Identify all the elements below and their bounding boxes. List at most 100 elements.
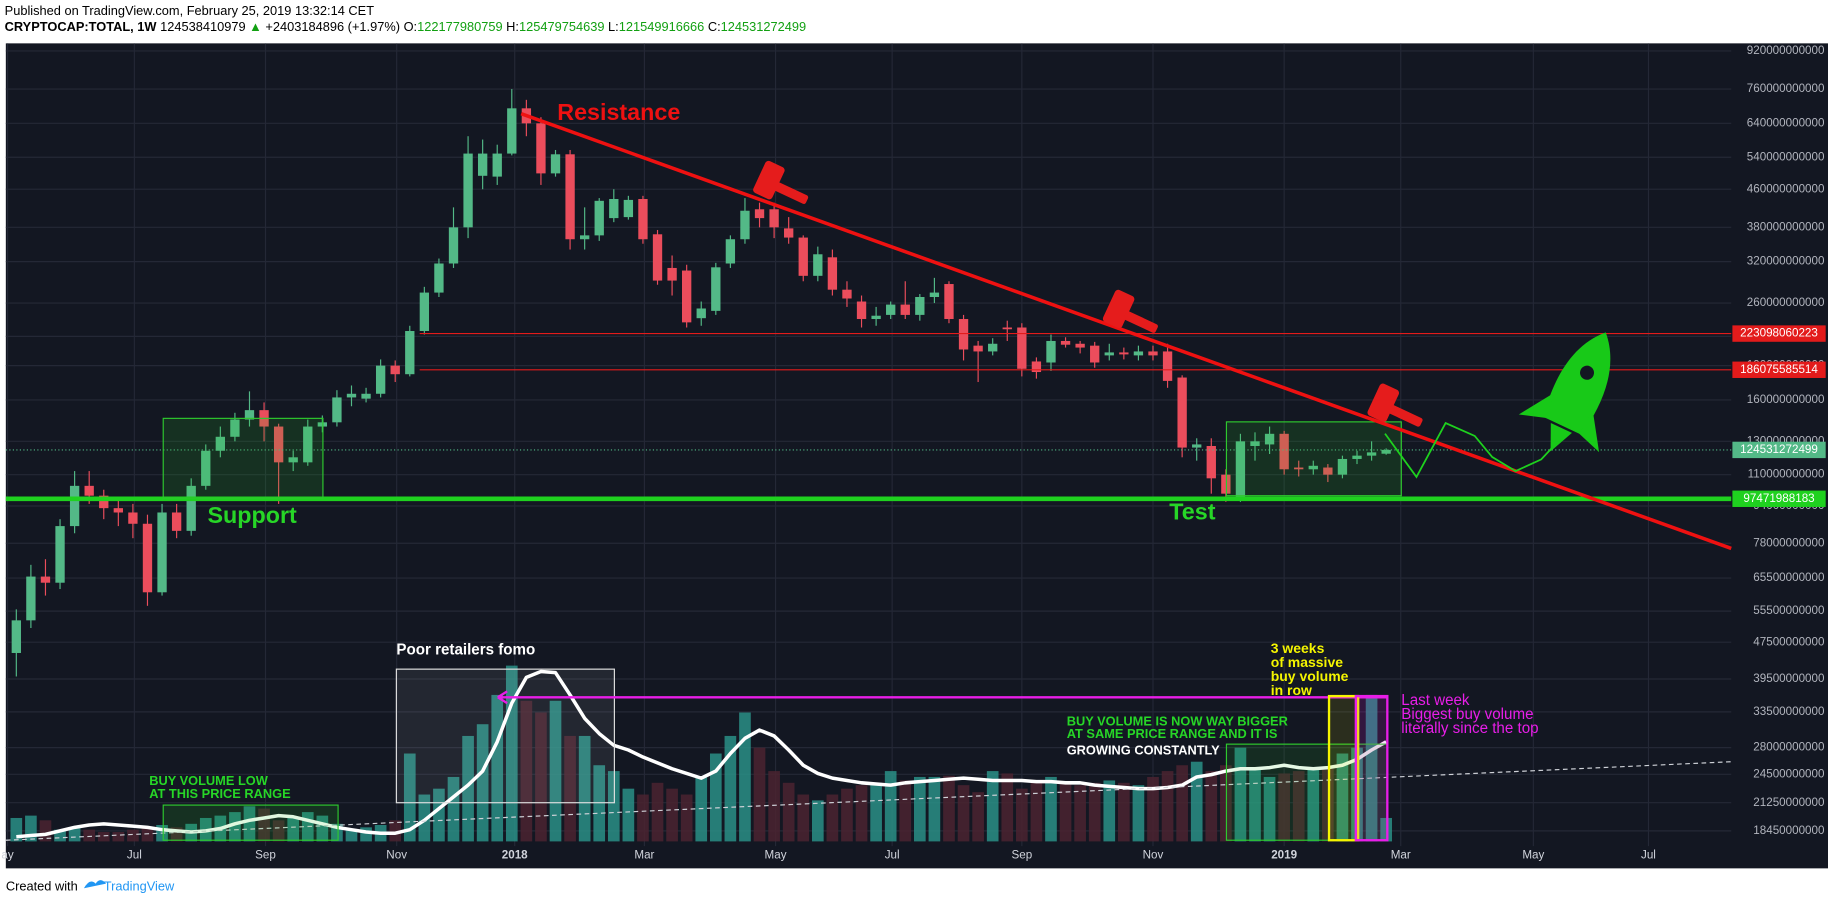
candle-body: [696, 308, 706, 319]
candle-body: [623, 199, 634, 218]
candle-body: [26, 576, 36, 621]
axis: 920000000000 760000000000 640000000000 5400…: [1, 44, 1826, 862]
volume-bar: [127, 829, 139, 842]
y-tick-label: 760000000000: [1747, 82, 1825, 95]
y-tick-label: 260000000000: [1747, 296, 1825, 309]
volume-bar: [1292, 771, 1305, 842]
candle-body: [99, 495, 109, 509]
x-tick-label: Mar: [1391, 849, 1411, 862]
o-label: O:: [404, 19, 418, 34]
annotation: Resistance: [557, 99, 680, 125]
candle-body: [1104, 352, 1114, 356]
volume-bar: [855, 785, 868, 842]
candle-body: [652, 234, 663, 281]
volume-bar: [986, 771, 999, 842]
change: +2403184896 (+1.97%): [265, 19, 400, 34]
volume-bar: [826, 794, 839, 842]
volume-bar: [797, 794, 810, 842]
y-tick-label: 160000000000: [1747, 393, 1825, 406]
annotation: Biggest buy volume: [1401, 706, 1533, 723]
o-value: 122177980759: [417, 19, 502, 34]
price-label-bg: [1732, 490, 1826, 507]
volume-bar: [768, 771, 780, 842]
y-tick-label: 24500000000: [1753, 767, 1825, 780]
footer-brand: TradingView: [104, 878, 175, 893]
volume-bar: [1336, 753, 1349, 842]
fomo-box: [395, 668, 615, 804]
candle-body: [1177, 377, 1187, 448]
candle-body: [142, 523, 153, 593]
x-tick-label: Mar: [634, 849, 654, 862]
candle-body: [244, 410, 255, 420]
volume-bar: [564, 735, 576, 842]
volume-bar: [666, 788, 678, 842]
y-tick-label: 110000000000: [1748, 468, 1825, 481]
rocket: [1518, 332, 1611, 453]
candle-body: [594, 200, 604, 236]
l-label: L:: [608, 19, 619, 34]
volume-bar: [972, 792, 984, 842]
candle-body: [784, 228, 794, 238]
volume-bar: [520, 700, 533, 842]
candle-body: [1148, 351, 1158, 356]
annotation: of massive: [1271, 654, 1343, 670]
annotation: literally since the top: [1401, 720, 1538, 737]
candle-body: [1046, 340, 1056, 363]
y-tick-label: 39500000000: [1753, 672, 1825, 685]
y-tick-label: 28000000000: [1753, 741, 1825, 754]
h-label: H:: [506, 19, 519, 34]
candle-body: [798, 237, 808, 276]
volume-bar: [287, 817, 300, 842]
candle-body: [1119, 352, 1129, 355]
hammer: [753, 160, 809, 205]
hammer: [1367, 383, 1423, 427]
candle-body: [1264, 433, 1275, 445]
volume-bar: [360, 827, 372, 842]
volume-bar: [637, 794, 649, 842]
volume-bar: [1001, 773, 1014, 842]
candle-body: [1002, 327, 1012, 330]
x-tick-label: Jul: [885, 849, 900, 862]
volume-bar: [1176, 765, 1188, 842]
low-volume-box: [162, 804, 339, 841]
y-tick-label: 380000000000: [1747, 220, 1825, 233]
volume-bar: [243, 806, 256, 842]
candle-body: [871, 315, 881, 320]
candle-body: [448, 227, 459, 264]
volume-bar: [112, 832, 125, 842]
candle-body: [973, 345, 983, 352]
x-tick-label: 2019: [1271, 849, 1297, 862]
test-box: [1225, 421, 1402, 497]
y-tick-label: 920000000000: [1747, 44, 1825, 57]
price-label-bg: [1732, 441, 1826, 459]
volume-bar: [1147, 776, 1159, 842]
candle-body: [201, 450, 211, 486]
footer-created: Created with: [6, 878, 78, 893]
candle-body: [419, 292, 430, 332]
candle-body: [288, 457, 298, 463]
candle-body: [725, 239, 736, 264]
x-tick-label: Sep: [255, 849, 276, 862]
candle-body: [1162, 351, 1173, 381]
candle-body: [1352, 455, 1362, 459]
candle-body: [1337, 458, 1348, 475]
annotation: Test: [1169, 498, 1215, 524]
x-tick-label: Jul: [1641, 849, 1656, 862]
candle-body: [1250, 441, 1260, 446]
y-tick-label: 33500000000: [1753, 705, 1825, 718]
annotation: BUY VOLUME LOW: [149, 773, 268, 788]
volume-bar: [505, 665, 518, 842]
candle-body: [958, 319, 969, 350]
volume-bar: [680, 794, 693, 842]
volume-bar: [229, 812, 241, 842]
grid: [5, 43, 1732, 847]
candle-body: [186, 485, 196, 531]
annotation: AT SAME PRICE RANGE AND IT IS: [1067, 726, 1278, 741]
candle-body: [754, 209, 765, 219]
resistance-line: [520, 112, 1732, 551]
volume-bar: [39, 820, 52, 842]
annotation: GROWING CONSTANTLY: [1067, 743, 1220, 758]
volume-bar: [1016, 788, 1028, 842]
volume-bar: [1249, 768, 1261, 842]
